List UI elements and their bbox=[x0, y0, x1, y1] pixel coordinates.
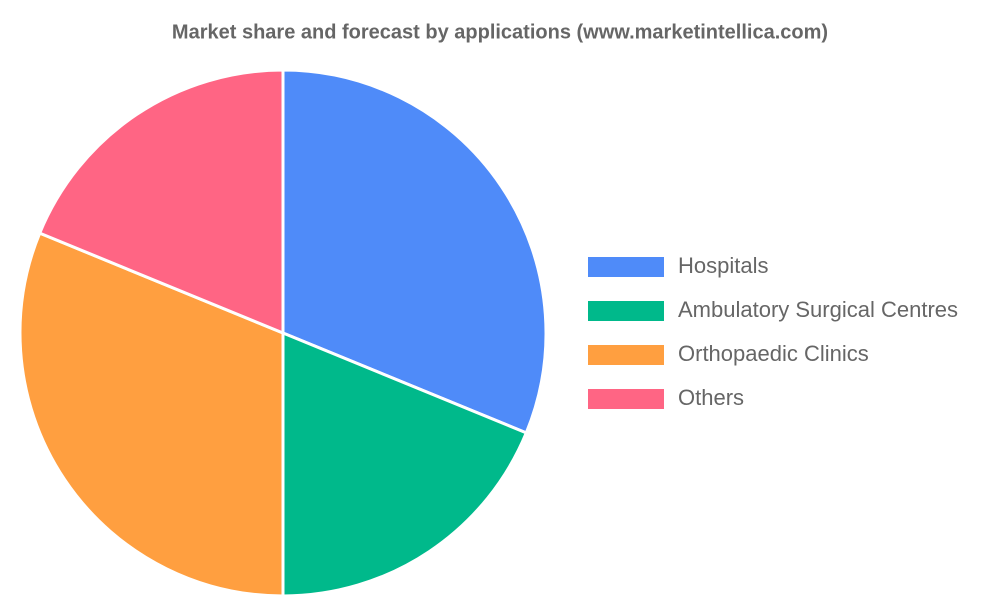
chart-title: Market share and forecast by application… bbox=[172, 21, 828, 43]
pie-slice bbox=[37, 68, 285, 336]
legend-label: Hospitals bbox=[678, 253, 768, 278]
legend-swatch bbox=[588, 345, 664, 365]
legend-swatch bbox=[588, 301, 664, 321]
legend-swatch bbox=[588, 257, 664, 277]
pie-slice bbox=[281, 330, 529, 598]
legend-label: Others bbox=[678, 385, 744, 410]
legend-label: Ambulatory Surgical Centres bbox=[678, 297, 958, 322]
legend-label: Orthopaedic Clinics bbox=[678, 341, 869, 366]
pie-slice bbox=[281, 68, 548, 435]
legend-swatch bbox=[588, 389, 664, 409]
pie-slice bbox=[18, 231, 285, 598]
